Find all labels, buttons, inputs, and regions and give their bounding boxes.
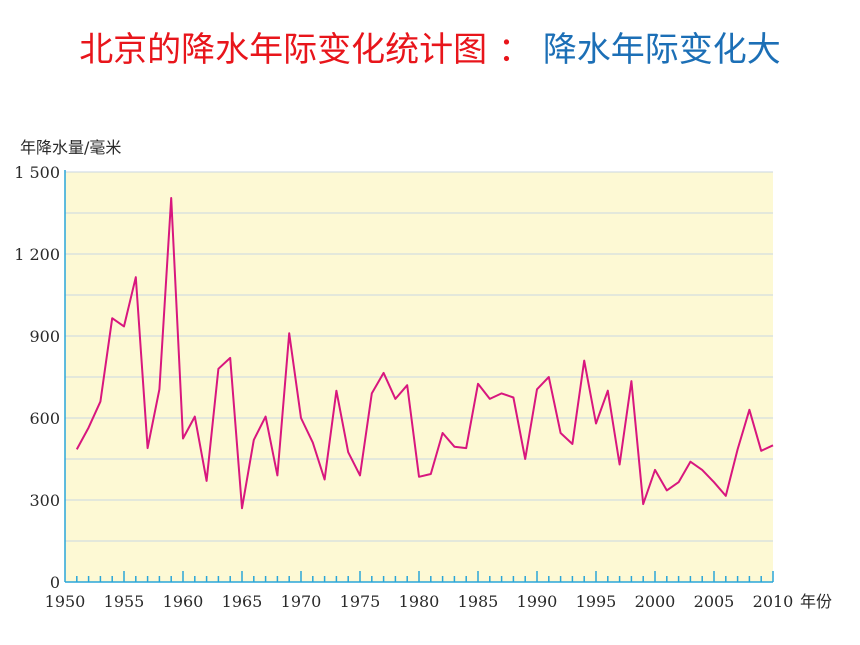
y-axis-ticks: 0 300 600 900 1 200 1 500 [14,163,60,592]
chart-title: 北京的降水年际变化统计图 ： 降水年际变化大 [0,22,860,71]
x-tick-label: 1980 [399,592,440,611]
x-tick-label: 1955 [104,592,145,611]
x-tick-label: 1950 [45,592,86,611]
y-tick-label: 0 [50,573,60,592]
chart-title-subtitle: 降水年际变化大 [542,30,781,70]
x-axis-label: 年份 [800,592,832,611]
x-tick-label: 1975 [340,592,381,611]
chart-title-main: 北京的降水年际变化统计图 [79,30,488,70]
x-tick-label: 1985 [458,592,499,611]
y-tick-label: 1 500 [14,163,60,182]
x-tick-label: 2000 [635,592,676,611]
y-tick-label: 900 [29,327,60,346]
x-tick-label: 1995 [576,592,617,611]
x-tick-label: 1965 [222,592,263,611]
chart-title-separator: ： [498,30,532,70]
y-tick-label: 1 200 [14,245,60,264]
x-tick-label: 1970 [281,592,322,611]
y-axis-label: 年降水量/毫米 [20,138,121,157]
x-tick-label: 1990 [517,592,558,611]
x-tick-label: 2010 [753,592,794,611]
series-line [75,197,774,510]
y-tick-label: 600 [29,409,60,428]
x-axis-ticks: 1950 1955 1960 1965 1970 1975 1980 1985 1990 1995… [45,571,794,611]
x-tick-label: 1960 [163,592,204,611]
y-tick-label: 300 [29,491,60,510]
gridlines [65,171,773,542]
x-tick-label: 2005 [694,592,735,611]
